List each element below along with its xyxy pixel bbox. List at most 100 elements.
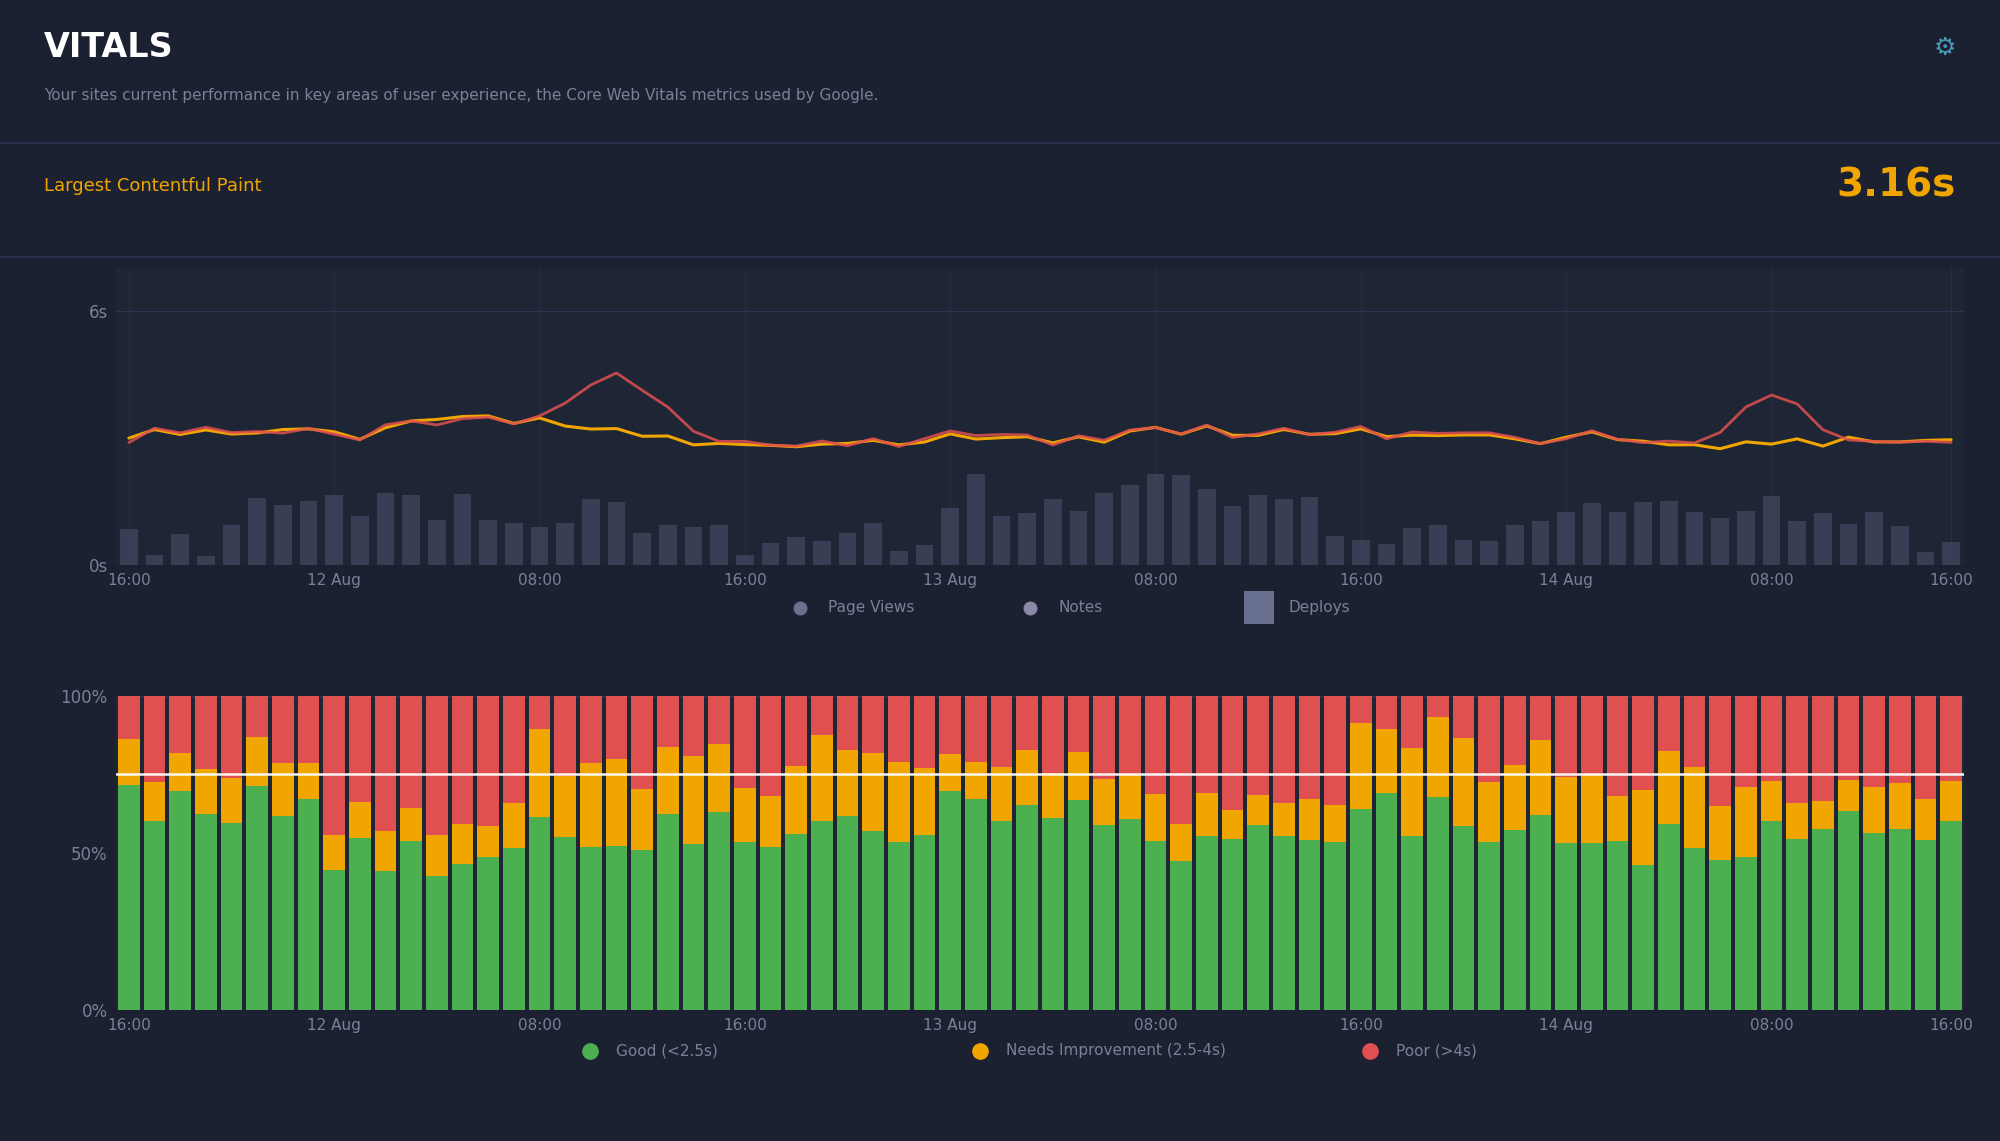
Bar — [1272, 836, 1294, 1010]
Bar — [452, 864, 474, 1010]
Bar — [1712, 518, 1730, 565]
Bar — [1530, 696, 1552, 741]
Bar — [658, 525, 676, 565]
Bar — [1068, 696, 1090, 752]
Bar — [478, 826, 500, 857]
Bar — [1942, 542, 1960, 565]
Bar — [376, 493, 394, 565]
Bar — [1096, 493, 1114, 565]
Bar — [942, 508, 960, 565]
Bar — [194, 769, 216, 814]
Bar — [348, 802, 370, 837]
Bar — [1888, 696, 1910, 784]
Bar — [246, 737, 268, 786]
Bar — [990, 696, 1012, 767]
Bar — [1144, 794, 1166, 841]
Bar — [428, 519, 446, 565]
Bar — [862, 753, 884, 831]
Bar — [274, 504, 292, 565]
Bar — [220, 778, 242, 824]
Bar — [1222, 696, 1244, 810]
Bar — [964, 799, 986, 1010]
Bar — [1250, 495, 1268, 565]
Bar — [1812, 828, 1834, 1010]
Bar — [480, 520, 498, 565]
Bar — [1196, 836, 1218, 1010]
Bar — [1530, 816, 1552, 1010]
Bar — [324, 696, 346, 835]
Bar — [426, 696, 448, 835]
Bar — [1016, 696, 1038, 750]
Bar — [966, 474, 984, 565]
Bar — [1452, 738, 1474, 826]
Bar — [348, 696, 370, 802]
Bar — [350, 516, 368, 565]
Bar — [1376, 793, 1398, 1010]
Bar — [1196, 696, 1218, 793]
Bar — [1144, 696, 1166, 794]
Bar — [170, 696, 192, 753]
Bar — [1118, 819, 1140, 1010]
Bar — [452, 825, 474, 864]
Bar — [1376, 729, 1398, 793]
Bar — [1866, 512, 1884, 565]
Bar — [1890, 526, 1908, 565]
Bar — [786, 696, 808, 766]
Bar — [1684, 696, 1706, 767]
Bar — [1814, 513, 1832, 565]
Bar — [400, 808, 422, 841]
Bar — [1580, 774, 1602, 843]
Bar — [760, 847, 782, 1010]
Bar — [606, 845, 628, 1010]
Bar — [1888, 784, 1910, 828]
Bar — [222, 525, 240, 565]
Bar — [1244, 591, 1274, 624]
Bar — [118, 785, 140, 1010]
Bar — [504, 523, 522, 565]
Bar — [1506, 525, 1524, 565]
Bar — [144, 820, 166, 1010]
Bar — [1118, 774, 1140, 819]
Text: Good (<2.5s): Good (<2.5s) — [616, 1043, 718, 1058]
Bar — [1120, 485, 1138, 565]
Bar — [1734, 787, 1756, 857]
Bar — [1324, 696, 1346, 806]
Bar — [914, 768, 936, 835]
Text: Your sites current performance in key areas of user experience, the Core Web Vit: Your sites current performance in key ar… — [44, 89, 878, 104]
Bar — [940, 792, 962, 1010]
Bar — [1760, 696, 1782, 782]
Bar — [1606, 841, 1628, 1010]
Bar — [120, 528, 138, 565]
Bar — [1272, 696, 1294, 803]
Bar — [1070, 511, 1088, 565]
Bar — [118, 739, 140, 785]
Bar — [1170, 696, 1192, 824]
Bar — [1632, 696, 1654, 790]
Bar — [656, 747, 678, 814]
Bar — [1094, 825, 1116, 1010]
Text: ⚙: ⚙ — [1934, 35, 1956, 59]
Bar — [1042, 696, 1064, 774]
Bar — [888, 842, 910, 1010]
Bar — [146, 555, 164, 565]
Bar — [530, 527, 548, 565]
Bar — [632, 696, 654, 790]
Bar — [836, 816, 858, 1010]
Bar — [528, 696, 550, 729]
Bar — [1786, 696, 1808, 803]
Bar — [1734, 696, 1756, 787]
Bar — [1734, 857, 1756, 1010]
Bar — [632, 790, 654, 850]
Text: Needs Improvement (2.5-4s): Needs Improvement (2.5-4s) — [1006, 1043, 1226, 1058]
Bar — [502, 803, 524, 848]
Bar — [684, 527, 702, 565]
Bar — [1350, 723, 1372, 809]
Bar — [1042, 774, 1064, 818]
Bar — [914, 696, 936, 768]
Bar — [1864, 833, 1886, 1010]
Bar — [272, 816, 294, 1010]
Bar — [1224, 507, 1242, 565]
Bar — [1118, 696, 1140, 774]
Bar — [1478, 842, 1500, 1010]
Bar — [1016, 750, 1038, 804]
